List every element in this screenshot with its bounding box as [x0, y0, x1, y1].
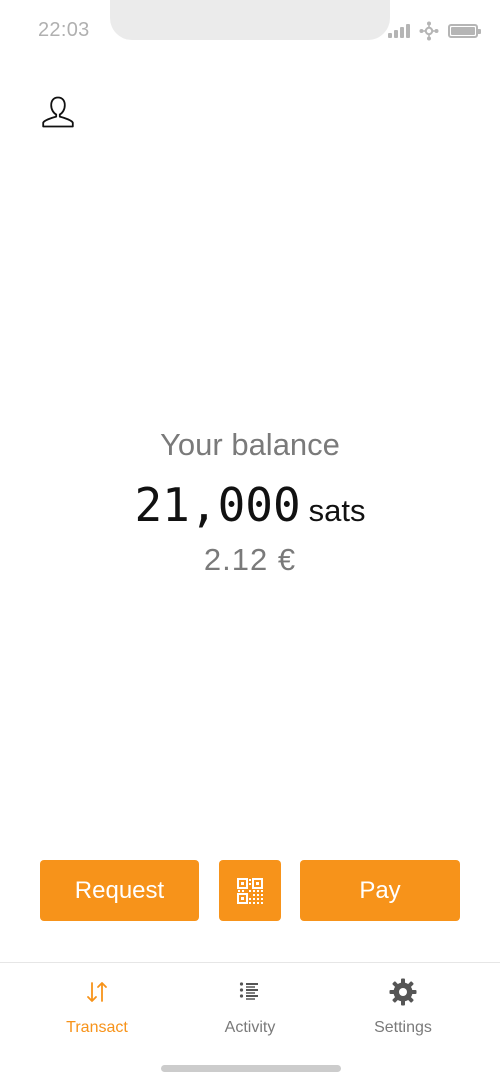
- balance-label: Your balance: [160, 427, 340, 462]
- request-button[interactable]: Request: [40, 860, 199, 921]
- signal-icon: [388, 24, 410, 38]
- gear-icon: [389, 978, 417, 1006]
- scan-button[interactable]: [219, 860, 281, 921]
- balance-row: 21,000 sats: [0, 478, 500, 532]
- pay-button[interactable]: Pay: [300, 860, 460, 921]
- balance-fiat: 2.12 €: [203, 542, 297, 577]
- home-indicator: [161, 1065, 341, 1072]
- battery-icon: [448, 24, 481, 38]
- tab-transact[interactable]: Transact: [37, 977, 157, 1047]
- bottom-nav: Transact Activity: [0, 962, 500, 1083]
- activity-list-icon: [239, 982, 258, 1000]
- qr-code-icon: [237, 877, 263, 904]
- user-icon[interactable]: [40, 95, 76, 129]
- tab-transact-label: Transact: [66, 1019, 128, 1036]
- action-buttons: Request: [40, 860, 460, 921]
- device-notch: [110, 0, 390, 40]
- tab-settings[interactable]: Settings: [343, 977, 463, 1047]
- connection-icon: [419, 21, 439, 41]
- status-bar: 22:03: [0, 0, 500, 60]
- status-icons: [388, 21, 481, 41]
- balance-unit: sats: [308, 493, 366, 528]
- tab-activity-label: Activity: [224, 1019, 276, 1036]
- status-time: 22:03: [38, 19, 90, 41]
- transact-arrows-icon: [87, 982, 107, 1002]
- tab-settings-label: Settings: [374, 1019, 432, 1036]
- tab-activity[interactable]: Activity: [190, 977, 310, 1047]
- balance-amount: 21,000: [134, 478, 301, 532]
- balance-section: Your balance 21,000 sats 2.12 €: [0, 426, 500, 578]
